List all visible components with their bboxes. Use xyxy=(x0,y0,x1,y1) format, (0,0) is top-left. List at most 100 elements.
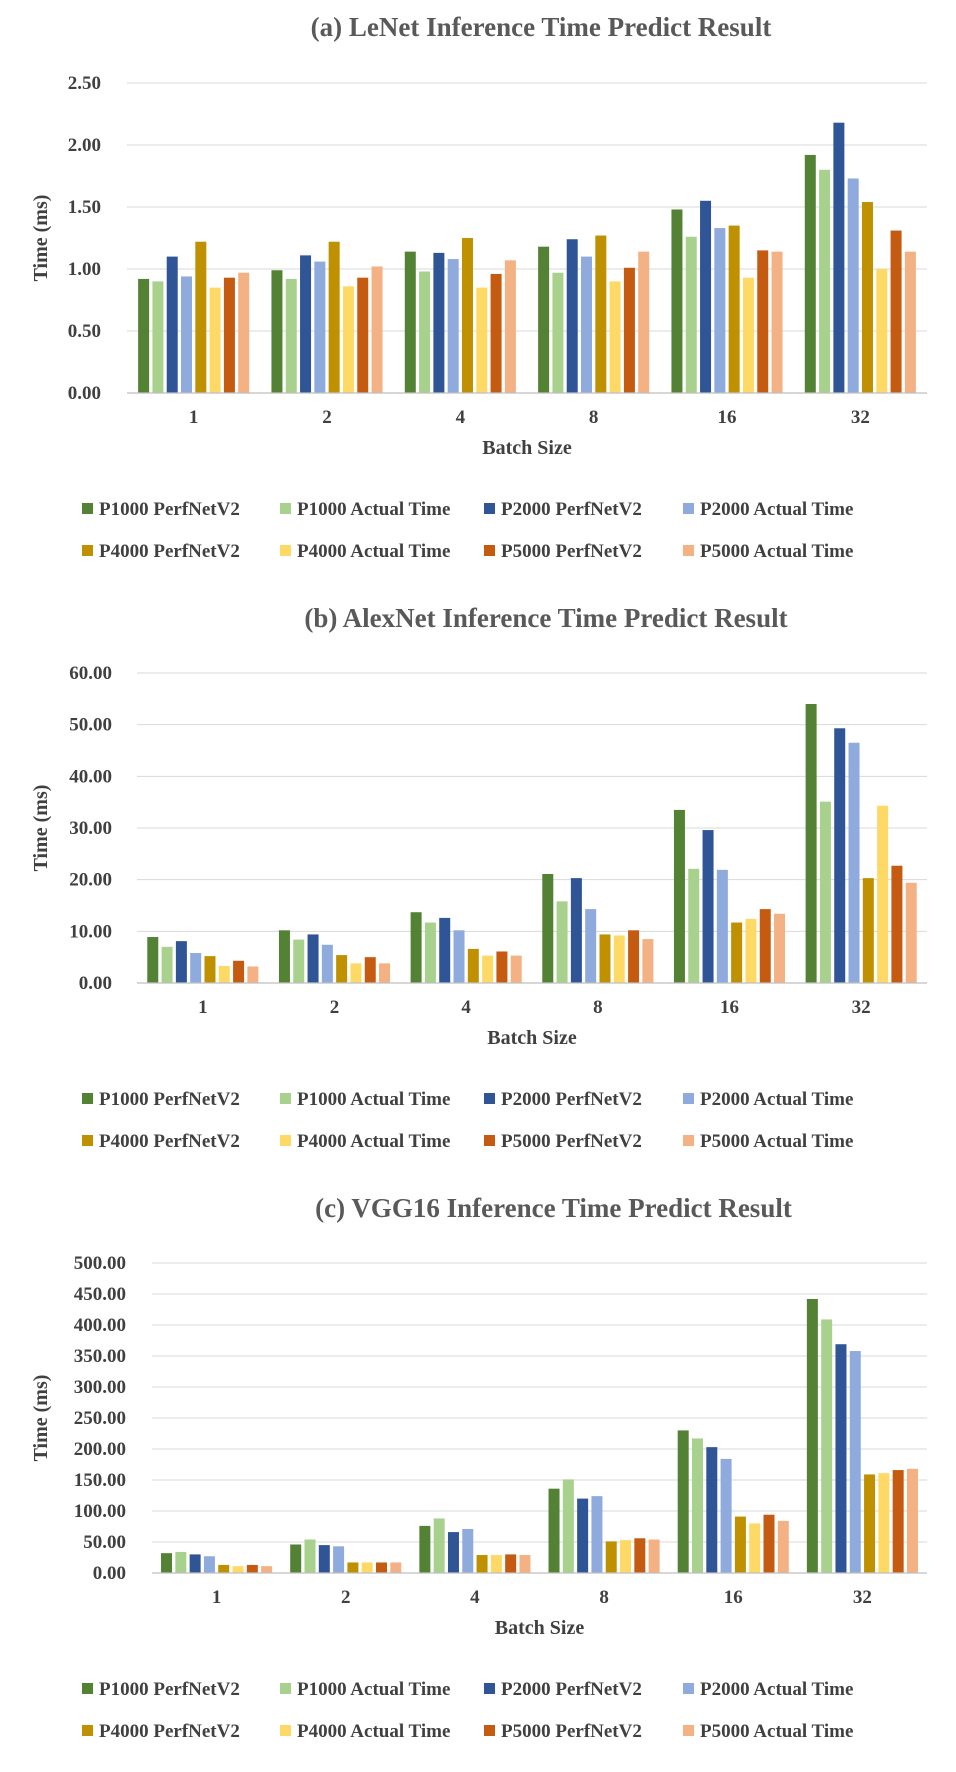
bar-p5000-perfnetv2-batch-2 xyxy=(364,957,376,983)
bar-p1000-actual-time-batch-8 xyxy=(562,1479,574,1573)
legend-label: P5000 Actual Time xyxy=(700,1721,853,1742)
x-tick-label: 1 xyxy=(198,997,208,1018)
bar-p1000-actual-time-batch-2 xyxy=(285,278,297,393)
bar-p2000-perfnetv2-batch-1 xyxy=(189,1554,201,1573)
bar-p4000-perfnetv2-batch-32 xyxy=(862,878,874,983)
bar-p2000-actual-time-batch-8 xyxy=(585,909,597,983)
legend-swatch xyxy=(683,503,694,514)
bar-p5000-actual-time-batch-8 xyxy=(648,1539,660,1573)
bar-p1000-actual-time-batch-32 xyxy=(819,169,831,393)
bar-p5000-perfnetv2-batch-8 xyxy=(623,267,635,393)
bar-p2000-actual-time-batch-16 xyxy=(720,1458,732,1573)
y-axis-label: Time (ms) xyxy=(30,195,52,282)
legend-swatch xyxy=(484,1725,495,1736)
bar-p1000-actual-time-batch-4 xyxy=(419,271,431,393)
legend-label: P5000 PerfNetV2 xyxy=(501,1131,642,1152)
legend-swatch xyxy=(82,503,93,514)
y-tick-label: 150.00 xyxy=(74,1470,126,1491)
bar-p2000-actual-time-batch-1 xyxy=(181,276,193,393)
bar-p2000-actual-time-batch-1 xyxy=(203,1556,215,1573)
bar-p1000-perfnetv2-batch-32 xyxy=(804,154,816,393)
bar-p4000-perfnetv2-batch-8 xyxy=(595,235,607,393)
bar-p5000-actual-time-batch-8 xyxy=(642,939,654,983)
bar-p4000-actual-time-batch-32 xyxy=(877,805,889,983)
bar-p2000-actual-time-batch-2 xyxy=(321,944,333,983)
legend-swatch xyxy=(82,1093,93,1104)
legend-swatch xyxy=(280,545,291,556)
bar-p1000-actual-time-batch-2 xyxy=(293,939,305,983)
y-tick-label: 350.00 xyxy=(74,1346,126,1367)
x-tick-label: 8 xyxy=(589,407,599,428)
bar-p1000-actual-time-batch-8 xyxy=(556,901,568,983)
bar-p2000-actual-time-batch-32 xyxy=(849,1351,861,1573)
legend: P1000 PerfNetV2 P1000 Actual Time P2000 Pe… xyxy=(82,1089,853,1152)
y-tick-label: 400.00 xyxy=(74,1315,126,1336)
legend-swatch xyxy=(683,1683,694,1694)
y-tick-label: 60.00 xyxy=(69,663,112,684)
bar-p4000-perfnetv2-batch-2 xyxy=(347,1562,359,1573)
bar-p2000-actual-time-batch-32 xyxy=(848,742,860,983)
y-tick-label: 500.00 xyxy=(74,1253,126,1274)
legend-label: P1000 Actual Time xyxy=(297,499,450,520)
bar-p2000-perfnetv2-batch-16 xyxy=(706,1447,718,1573)
bar-p5000-actual-time-batch-2 xyxy=(390,1562,402,1573)
bar-p4000-perfnetv2-batch-2 xyxy=(328,241,340,393)
bar-p2000-perfnetv2-batch-2 xyxy=(318,1545,330,1573)
legend-swatch xyxy=(683,545,694,556)
legend: P1000 PerfNetV2 P1000 Actual Time P2000 Pe… xyxy=(82,499,853,562)
x-tick-label: 2 xyxy=(330,997,340,1018)
bar-p4000-perfnetv2-batch-8 xyxy=(599,934,611,983)
legend-label: P1000 Actual Time xyxy=(297,1089,450,1110)
y-tick-label: 250.00 xyxy=(74,1408,126,1429)
legend-swatch xyxy=(484,1093,495,1104)
bar-p1000-actual-time-batch-1 xyxy=(175,1551,187,1573)
bar-p2000-perfnetv2-batch-1 xyxy=(166,256,178,393)
bar-p4000-perfnetv2-batch-16 xyxy=(731,922,743,983)
bar-p1000-perfnetv2-batch-1 xyxy=(161,1553,173,1573)
y-tick-label: 2.00 xyxy=(68,135,101,156)
bar-p4000-perfnetv2-batch-16 xyxy=(728,225,740,393)
y-tick-label: 30.00 xyxy=(69,818,112,839)
bar-p4000-actual-time-batch-2 xyxy=(342,286,354,393)
legend-label: P2000 PerfNetV2 xyxy=(501,499,642,520)
bar-p4000-perfnetv2-batch-16 xyxy=(734,1516,746,1573)
bar-p1000-actual-time-batch-16 xyxy=(688,868,700,983)
x-tick-label: 8 xyxy=(599,1587,609,1608)
x-axis-label: Batch Size xyxy=(495,1617,585,1639)
chart-1: (a) LeNet Inference Time Predict Result 0… xyxy=(30,12,927,562)
x-tick-label: 16 xyxy=(724,1587,743,1608)
bar-p4000-actual-time-batch-1 xyxy=(218,965,230,983)
legend-swatch xyxy=(683,1725,694,1736)
y-tick-label: 40.00 xyxy=(69,766,112,787)
bar-p5000-actual-time-batch-16 xyxy=(774,913,786,983)
bar-p1000-actual-time-batch-4 xyxy=(433,1518,445,1573)
bar-p1000-perfnetv2-batch-16 xyxy=(673,809,685,983)
legend-label: P5000 PerfNetV2 xyxy=(501,1721,642,1742)
bar-p4000-actual-time-batch-1 xyxy=(232,1566,244,1573)
bar-p5000-perfnetv2-batch-16 xyxy=(757,250,769,393)
bar-p1000-perfnetv2-batch-4 xyxy=(419,1525,431,1573)
bar-p1000-perfnetv2-batch-32 xyxy=(805,704,817,983)
x-tick-label: 2 xyxy=(322,407,332,428)
legend-swatch xyxy=(484,503,495,514)
bar-p5000-actual-time-batch-1 xyxy=(261,1566,273,1573)
bar-p5000-perfnetv2-batch-32 xyxy=(890,230,902,393)
legend-swatch xyxy=(82,1683,93,1694)
x-tick-label: 32 xyxy=(851,407,870,428)
legend-label: P4000 Actual Time xyxy=(297,1131,450,1152)
bar-p2000-perfnetv2-batch-4 xyxy=(447,1532,459,1573)
bar-p2000-actual-time-batch-4 xyxy=(462,1528,474,1573)
y-tick-label: 200.00 xyxy=(74,1439,126,1460)
legend-swatch xyxy=(484,545,495,556)
bar-p2000-actual-time-batch-32 xyxy=(847,178,859,393)
y-tick-label: 20.00 xyxy=(69,870,112,891)
bar-p5000-perfnetv2-batch-1 xyxy=(246,1564,258,1573)
bar-p1000-perfnetv2-batch-2 xyxy=(290,1544,302,1573)
bar-p5000-perfnetv2-batch-4 xyxy=(505,1554,517,1573)
bar-p1000-actual-time-batch-32 xyxy=(821,1319,833,1573)
bar-p2000-perfnetv2-batch-16 xyxy=(700,200,712,393)
bar-p1000-actual-time-batch-8 xyxy=(552,272,564,393)
chart-title: (c) VGG16 Inference Time Predict Result xyxy=(315,1193,792,1223)
bar-p4000-perfnetv2-batch-1 xyxy=(218,1564,230,1573)
